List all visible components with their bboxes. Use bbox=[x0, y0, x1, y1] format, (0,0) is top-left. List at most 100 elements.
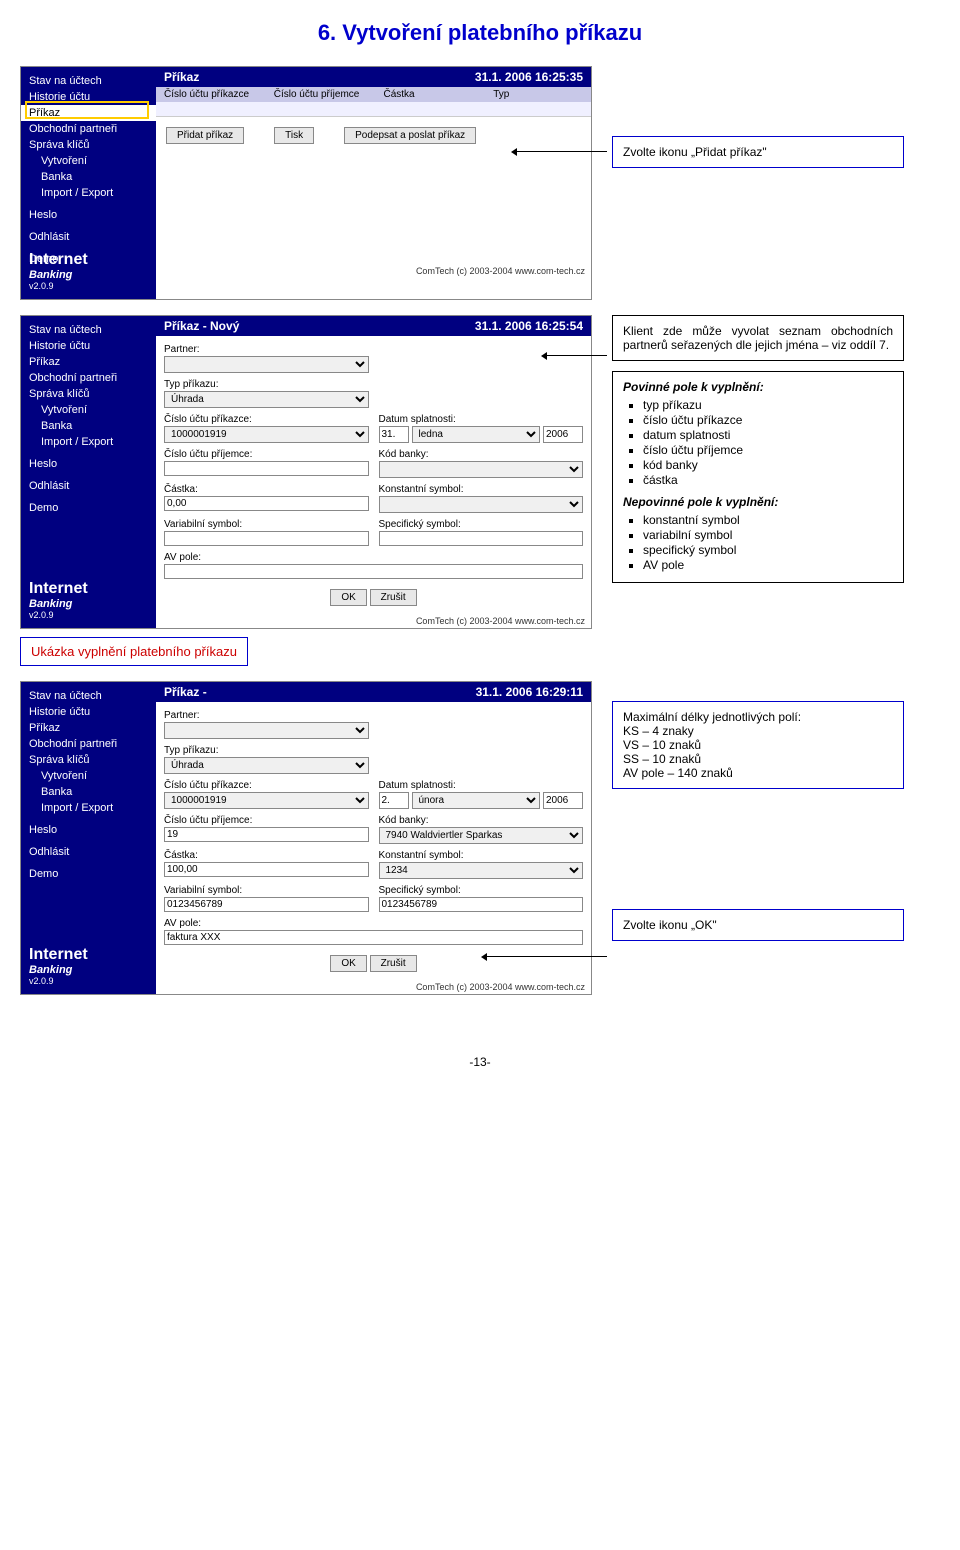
av-input[interactable] bbox=[164, 930, 583, 945]
arrow-line bbox=[487, 956, 607, 957]
sidebar-item-active[interactable]: Příkaz bbox=[21, 105, 156, 121]
sidebar-item[interactable]: Obchodní partneři bbox=[21, 736, 156, 752]
label-account-rec: Číslo účtu příjemce: bbox=[164, 815, 369, 826]
label-bank-code: Kód banky: bbox=[379, 815, 584, 826]
account-rec-input[interactable] bbox=[164, 827, 369, 842]
sidebar-item[interactable]: Příkaz bbox=[21, 354, 156, 370]
label-ss: Specifický symbol: bbox=[379, 519, 584, 530]
label-av: AV pole: bbox=[164, 552, 583, 563]
sidebar-item[interactable]: Správa klíčů bbox=[21, 752, 156, 768]
partner-select[interactable] bbox=[164, 356, 369, 373]
date-month-select[interactable]: ledna bbox=[412, 426, 541, 443]
list-item: konstantní symbol bbox=[643, 513, 893, 527]
sidebar-item[interactable]: Demo bbox=[21, 866, 156, 882]
bank-code-select[interactable] bbox=[379, 461, 584, 478]
callout-fields: Povinné pole k vyplnění: typ příkazu čís… bbox=[612, 371, 904, 583]
sidebar-item[interactable]: Historie účtu bbox=[21, 338, 156, 354]
footer-copyright: ComTech (c) 2003-2004 www.com-tech.cz bbox=[156, 264, 591, 278]
sidebar-item[interactable]: Odhlásit bbox=[21, 229, 156, 245]
sidebar-item[interactable]: Banka bbox=[21, 169, 156, 185]
sidebar-item[interactable]: Historie účtu bbox=[21, 89, 156, 105]
sidebar-item[interactable]: Demo bbox=[21, 500, 156, 516]
app-screen-1: Stav na účtech Historie účtu Příkaz Obch… bbox=[20, 66, 592, 300]
label-type: Typ příkazu: bbox=[164, 745, 369, 756]
table-header: Číslo účtu příkazce Číslo účtu příjemce … bbox=[156, 87, 591, 102]
date-month-select[interactable]: února bbox=[412, 792, 541, 809]
label-ks: Konstantní symbol: bbox=[379, 484, 584, 495]
sidebar-item[interactable]: Odhlásit bbox=[21, 844, 156, 860]
col-header: Číslo účtu příjemce bbox=[274, 89, 364, 100]
sidebar-item[interactable]: Správa klíčů bbox=[21, 386, 156, 402]
logo-version: v2.0.9 bbox=[29, 610, 88, 620]
amount-input[interactable] bbox=[164, 862, 369, 877]
type-select[interactable]: Úhrada bbox=[164, 391, 369, 408]
label-amount: Částka: bbox=[164, 484, 369, 495]
sign-send-button[interactable]: Podepsat a poslat příkaz bbox=[344, 127, 476, 144]
sidebar-item[interactable]: Správa klíčů bbox=[21, 137, 156, 153]
panel-title: Příkaz - bbox=[164, 685, 207, 699]
date-year-input[interactable] bbox=[543, 426, 583, 443]
sidebar-item[interactable]: Obchodní partneři bbox=[21, 370, 156, 386]
cancel-button[interactable]: Zrušit bbox=[370, 589, 417, 606]
footer-copyright: ComTech (c) 2003-2004 www.com-tech.cz bbox=[156, 980, 591, 994]
sidebar-item[interactable]: Vytvoření bbox=[21, 153, 156, 169]
ss-input[interactable] bbox=[379, 897, 584, 912]
vs-input[interactable] bbox=[164, 897, 369, 912]
account-payer-select[interactable]: 1000001919 bbox=[164, 426, 369, 443]
example-label: Ukázka vyplnění platebního příkazu bbox=[20, 637, 248, 666]
cancel-button[interactable]: Zrušit bbox=[370, 955, 417, 972]
date-day-input[interactable] bbox=[379, 426, 409, 443]
ks-select[interactable] bbox=[379, 496, 584, 513]
logo-line1: Internet bbox=[29, 251, 88, 269]
sidebar-item[interactable]: Heslo bbox=[21, 456, 156, 472]
sidebar-item[interactable]: Import / Export bbox=[21, 800, 156, 816]
type-select[interactable]: Úhrada bbox=[164, 757, 369, 774]
callout-ok: Zvolte ikonu „OK" bbox=[612, 909, 904, 941]
label-ks: Konstantní symbol: bbox=[379, 850, 584, 861]
bank-code-select[interactable]: 7940 Waldviertler Sparkas bbox=[379, 827, 584, 844]
av-input[interactable] bbox=[164, 564, 583, 579]
sidebar-item[interactable]: Stav na účtech bbox=[21, 688, 156, 704]
partner-select[interactable] bbox=[164, 722, 369, 739]
col-header: Částka bbox=[384, 89, 474, 100]
sidebar-item[interactable]: Vytvoření bbox=[21, 768, 156, 784]
ok-button[interactable]: OK bbox=[330, 589, 366, 606]
maxlen-line: KS – 4 znaky bbox=[623, 724, 893, 738]
ks-select[interactable]: 1234 bbox=[379, 862, 584, 879]
sidebar-item[interactable]: Import / Export bbox=[21, 434, 156, 450]
vs-input[interactable] bbox=[164, 531, 369, 546]
label-av: AV pole: bbox=[164, 918, 583, 929]
print-button[interactable]: Tisk bbox=[274, 127, 314, 144]
sidebar-item[interactable]: Heslo bbox=[21, 822, 156, 838]
callout-max-lengths: Maximální délky jednotlivých polí: KS – … bbox=[612, 701, 904, 789]
sidebar-item[interactable]: Příkaz bbox=[21, 720, 156, 736]
sidebar-item[interactable]: Vytvoření bbox=[21, 402, 156, 418]
sidebar-item[interactable]: Heslo bbox=[21, 207, 156, 223]
optional-title: Nepovinné pole k vyplnění: bbox=[623, 495, 893, 509]
add-order-button[interactable]: Přidat příkaz bbox=[166, 127, 244, 144]
logo-line2: Banking bbox=[29, 598, 88, 610]
account-rec-input[interactable] bbox=[164, 461, 369, 476]
maxlen-line: VS – 10 znaků bbox=[623, 738, 893, 752]
sidebar-item[interactable]: Odhlásit bbox=[21, 478, 156, 494]
sidebar-item[interactable]: Obchodní partneři bbox=[21, 121, 156, 137]
date-day-input[interactable] bbox=[379, 792, 409, 809]
callout-partner-info: Klient zde může vyvolat seznam obchodníc… bbox=[612, 315, 904, 361]
timestamp: 31.1. 2006 16:25:54 bbox=[475, 319, 583, 333]
sidebar-item[interactable]: Banka bbox=[21, 418, 156, 434]
sidebar-item[interactable]: Banka bbox=[21, 784, 156, 800]
sidebar-item[interactable]: Stav na účtech bbox=[21, 322, 156, 338]
ss-input[interactable] bbox=[379, 531, 584, 546]
ok-button[interactable]: OK bbox=[330, 955, 366, 972]
logo-line2: Banking bbox=[29, 269, 88, 281]
account-payer-select[interactable]: 1000001919 bbox=[164, 792, 369, 809]
arrow-line bbox=[547, 355, 607, 356]
sidebar-item[interactable]: Import / Export bbox=[21, 185, 156, 201]
label-vs: Variabilní symbol: bbox=[164, 885, 369, 896]
list-item: částka bbox=[643, 473, 893, 487]
empty-row bbox=[156, 102, 591, 117]
amount-input[interactable] bbox=[164, 496, 369, 511]
sidebar-item[interactable]: Historie účtu bbox=[21, 704, 156, 720]
sidebar-item[interactable]: Stav na účtech bbox=[21, 73, 156, 89]
date-year-input[interactable] bbox=[543, 792, 583, 809]
